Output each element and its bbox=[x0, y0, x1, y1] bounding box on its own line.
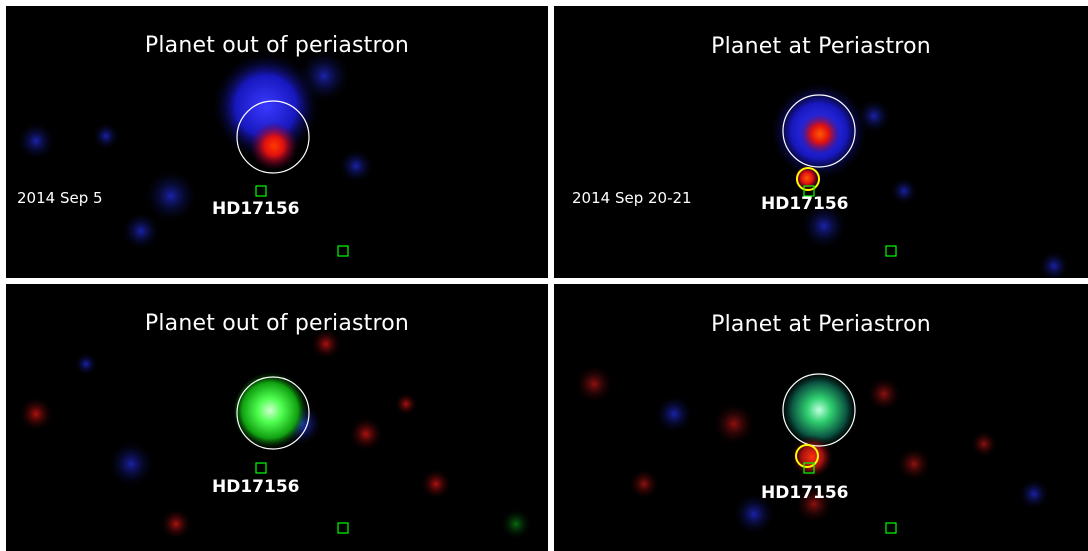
panel-title: Planet out of periastron bbox=[144, 33, 410, 58]
panel-title: Planet out of periastron bbox=[144, 311, 410, 336]
xray-image-top-right bbox=[554, 6, 1088, 278]
panel-title: Planet at Periastron bbox=[711, 312, 931, 337]
marker-box bbox=[337, 245, 349, 257]
xray-image-bottom-left bbox=[6, 284, 548, 551]
marker-box bbox=[255, 462, 267, 474]
source-label: HD17156 bbox=[761, 483, 849, 503]
panel-top-right: Planet at Periastron 2014 Sep 20-21 HD17… bbox=[554, 6, 1088, 278]
source-circle bbox=[236, 376, 310, 450]
source-circle bbox=[782, 373, 856, 447]
source-circle bbox=[782, 94, 856, 168]
panel-top-left: Planet out of periastron 2014 Sep 5 HD17… bbox=[6, 6, 548, 278]
marker-box bbox=[803, 462, 815, 474]
panel-bottom-right: Planet at Periastron HD17156 bbox=[554, 284, 1088, 551]
flare-circle bbox=[795, 444, 819, 468]
marker-box bbox=[803, 185, 815, 197]
observation-date: 2014 Sep 5 bbox=[17, 189, 103, 207]
source-label: HD17156 bbox=[212, 477, 300, 497]
marker-box bbox=[885, 245, 897, 257]
source-circle bbox=[236, 100, 310, 174]
observation-date: 2014 Sep 20-21 bbox=[572, 189, 692, 207]
xray-image-top-left bbox=[6, 6, 548, 278]
flare-circle bbox=[796, 167, 820, 191]
marker-box bbox=[255, 185, 267, 197]
xray-image-bottom-right bbox=[554, 284, 1088, 551]
marker-box bbox=[337, 522, 349, 534]
panel-title: Planet at Periastron bbox=[711, 34, 931, 59]
panel-bottom-left: Planet out of periastron HD17156 bbox=[6, 284, 548, 551]
marker-box bbox=[885, 522, 897, 534]
source-label: HD17156 bbox=[212, 199, 300, 219]
source-label: HD17156 bbox=[761, 194, 849, 214]
